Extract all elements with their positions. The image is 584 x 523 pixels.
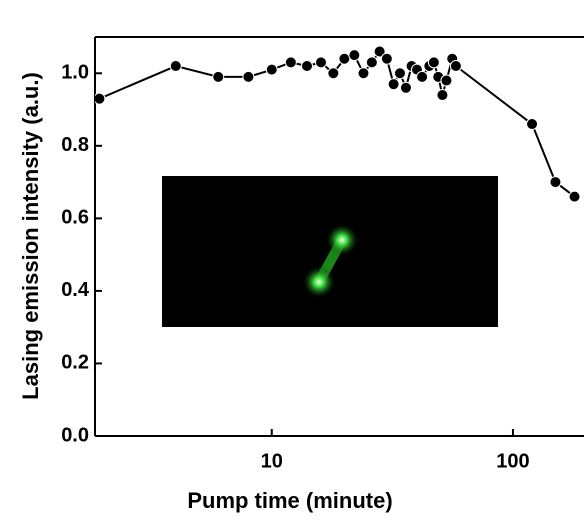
y-tick-label: 0.8	[61, 134, 89, 156]
data-point	[380, 52, 393, 65]
inset-spot	[303, 266, 335, 298]
y-tick-label: 0.2	[61, 352, 89, 374]
y-tick-label: 0.4	[61, 279, 90, 301]
data-point	[373, 45, 386, 58]
data-point	[526, 118, 539, 131]
data-point	[436, 89, 449, 102]
inset-background	[162, 176, 498, 327]
data-point	[365, 56, 378, 69]
data-point	[284, 56, 297, 69]
data-point	[95, 92, 106, 105]
data-point	[416, 70, 429, 83]
data-point	[387, 78, 400, 91]
data-point	[357, 67, 370, 80]
data-point	[265, 63, 278, 76]
data-point	[427, 56, 440, 69]
data-point	[338, 52, 351, 65]
data-point	[348, 49, 361, 62]
data-point	[301, 60, 314, 73]
inset-image	[162, 176, 498, 327]
plot-area	[95, 45, 581, 203]
y-tick-label: 0.6	[61, 207, 89, 229]
data-point	[327, 67, 340, 80]
x-tick-label: 100	[496, 450, 529, 472]
data-point	[568, 190, 581, 203]
data-point	[449, 60, 462, 73]
x-axis-label: Pump time (minute)	[187, 488, 392, 513]
data-point	[169, 60, 182, 73]
data-point	[393, 67, 406, 80]
data-point	[399, 81, 412, 94]
y-tick-label: 0.0	[61, 424, 89, 446]
x-tick-label: 10	[261, 450, 283, 472]
y-tick-label: 1.0	[61, 62, 89, 84]
data-point	[549, 176, 562, 189]
data-point	[242, 70, 255, 83]
data-point	[440, 74, 453, 87]
data-point	[212, 70, 225, 83]
inset-spot	[326, 224, 358, 256]
data-point	[314, 56, 327, 69]
y-axis-label: Lasing emission intensity (a.u.)	[18, 72, 43, 400]
